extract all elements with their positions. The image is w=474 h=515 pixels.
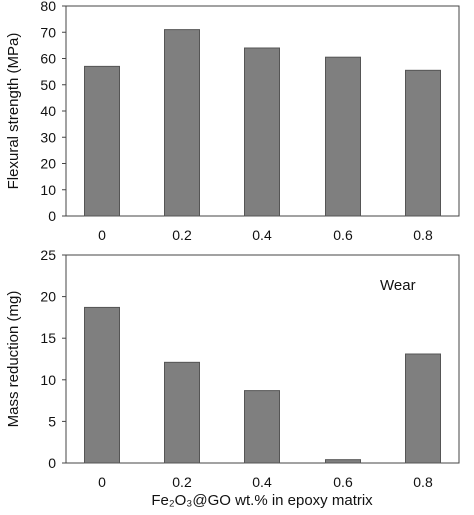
x-tick-label: 0.6 xyxy=(333,227,353,243)
y-tick-label: 80 xyxy=(40,0,56,14)
y-tick-label: 0 xyxy=(48,208,56,224)
flexural-strength-chart: 0 10 20 30 40 50 60 70 80 0 0.2 0.4 0.6 0.8 Flexural… xyxy=(5,0,460,243)
bar-0 xyxy=(84,65,120,217)
y-tick-label: 70 xyxy=(40,24,56,40)
y-tick-label: 20 xyxy=(40,289,56,305)
bar-0-6 xyxy=(325,56,361,217)
x-axis-label: Fe₂O₃@GO wt.% in epoxy matrix xyxy=(151,492,373,509)
y-tick-label: 10 xyxy=(40,372,56,388)
mass-reduction-chart: 0 5 10 15 20 25 0 0.2 0.4 0.6 0.8 Mass reduction … xyxy=(5,247,460,509)
bar-0-2 xyxy=(164,29,200,217)
y-tick-label: 0 xyxy=(48,455,56,471)
bar-0-4 xyxy=(244,47,280,217)
x-tick-label: 0.8 xyxy=(413,227,433,243)
y-tick-label: 5 xyxy=(48,413,56,429)
y-tick-label: 50 xyxy=(40,77,56,93)
annotation-label: Wear xyxy=(380,277,416,294)
bar-0-4 xyxy=(244,390,280,464)
x-tick-label: 0.6 xyxy=(333,474,353,490)
y-tick-label: 10 xyxy=(40,182,56,198)
bar-0-2 xyxy=(164,361,200,464)
x-tick-label: 0.8 xyxy=(413,474,433,490)
x-tick-label: 0.2 xyxy=(172,227,192,243)
x-tick-label: 0.4 xyxy=(252,474,272,490)
y-axis-label: Mass reduction (mg) xyxy=(5,291,22,428)
x-tick-label: 0 xyxy=(98,227,106,243)
bar-0-8 xyxy=(405,69,441,217)
y-tick-label: 40 xyxy=(40,103,56,119)
y-tick-label: 15 xyxy=(40,330,56,346)
bar-0 xyxy=(84,306,120,464)
bar-0-6 xyxy=(325,459,361,464)
y-tick-label: 20 xyxy=(40,156,56,172)
bar-0-8 xyxy=(405,353,441,464)
x-tick-label: 0 xyxy=(98,474,106,490)
y-tick-label: 25 xyxy=(40,247,56,263)
x-tick-label: 0.4 xyxy=(252,227,272,243)
y-axis-label: Flexural strength (MPa) xyxy=(5,33,22,190)
x-tick-label: 0.2 xyxy=(172,474,192,490)
y-tick-label: 60 xyxy=(40,51,56,67)
y-tick-label: 30 xyxy=(40,129,56,145)
